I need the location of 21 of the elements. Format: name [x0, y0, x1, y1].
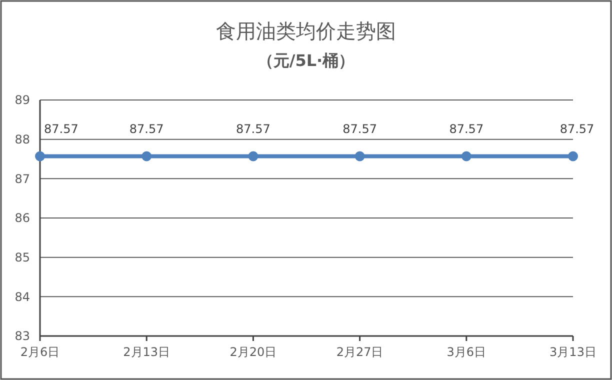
data-label: 87.57 — [560, 122, 594, 136]
data-label: 87.57 — [44, 122, 78, 136]
y-tick-label: 84 — [14, 290, 30, 304]
data-label: 87.57 — [342, 122, 377, 136]
x-tick-label: 3月13日 — [550, 345, 596, 359]
y-tick-label: 86 — [14, 211, 30, 226]
x-tick-label: 2月27日 — [336, 345, 384, 359]
y-tick-label: 88 — [14, 132, 30, 147]
x-tick-label: 2月20日 — [230, 345, 277, 359]
y-tick-label: 85 — [14, 250, 30, 265]
data-label: 87.57 — [129, 122, 164, 136]
data-label: 87.57 — [236, 122, 270, 136]
data-label: 87.57 — [449, 122, 484, 136]
x-tick-label: 3月6日 — [446, 345, 486, 359]
chart-subtitle: （元/5L·桶） — [257, 51, 355, 70]
x-tick-label: 2月13日 — [123, 345, 170, 359]
chart-title: 食用油类均价走势图 — [216, 19, 396, 43]
y-tick-label: 89 — [14, 93, 30, 108]
x-tick-label: 2月6日 — [20, 345, 60, 359]
y-tick-label: 87 — [14, 172, 30, 186]
y-tick-label: 83 — [14, 329, 30, 344]
